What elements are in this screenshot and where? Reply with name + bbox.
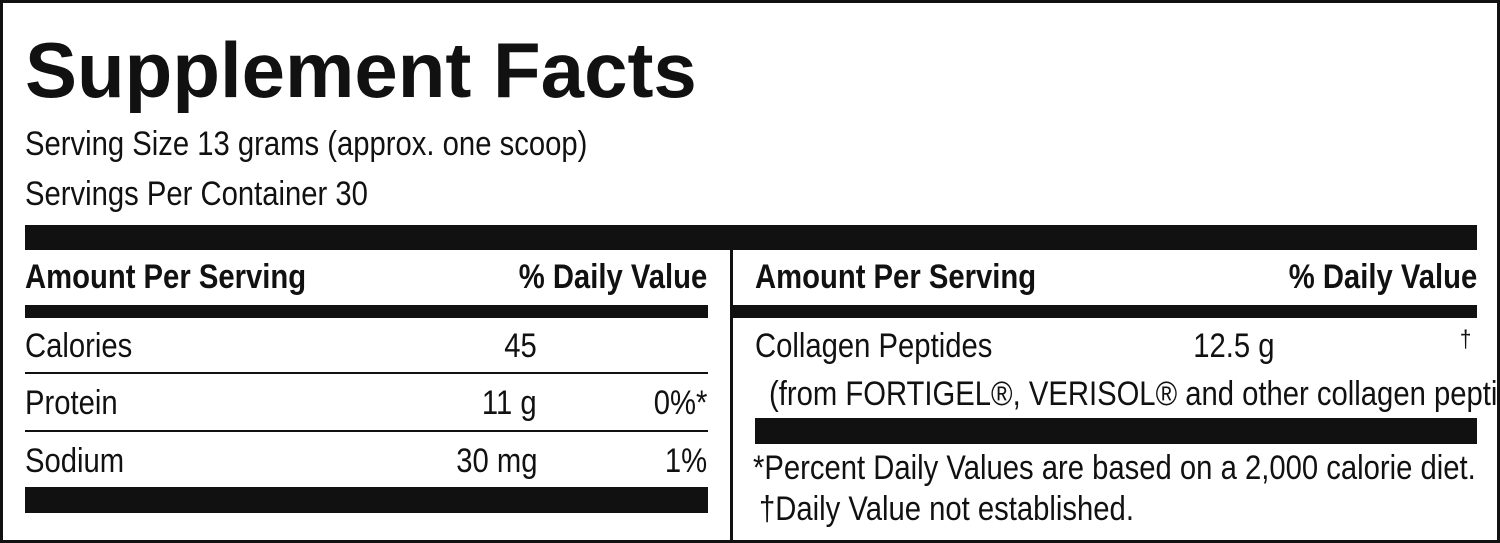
title: Supplement Facts: [25, 26, 697, 114]
nutrient-name: Calories: [25, 327, 133, 365]
serving-size: Serving Size 13 grams (approx. one scoop…: [25, 125, 588, 163]
row-rule: [25, 430, 708, 432]
daily-value: †: [1459, 326, 1471, 353]
nutrient-name: Sodium: [25, 442, 125, 480]
nutrient-amount: 30 mg: [455, 442, 537, 480]
footnote: *Percent Daily Values are based on a 2,0…: [753, 449, 1476, 487]
column-header: Amount Per Serving: [755, 258, 1037, 296]
nutrient-source: (from FORTIGEL®, VERISOL® and other coll…: [769, 375, 1500, 413]
thick-rule: [755, 418, 1477, 444]
nutrient-amount: 45: [504, 327, 537, 365]
footnote: †Daily Value not established.: [759, 490, 1134, 528]
thick-rule: [25, 487, 708, 513]
row-rule: [25, 372, 708, 374]
daily-value: 1%: [664, 442, 707, 480]
column-header: Amount Per Serving: [25, 258, 307, 296]
medium-rule: [733, 305, 1477, 318]
nutrient-name: Protein: [25, 384, 118, 422]
servings-per-container: Servings Per Container 30: [25, 175, 368, 213]
medium-rule: [25, 305, 708, 318]
nutrient-amount: 12.5 g: [1193, 327, 1275, 365]
nutrient-name: Collagen Peptides: [755, 327, 993, 365]
daily-value: 0%*: [653, 384, 707, 422]
column-divider: [730, 250, 733, 540]
column-header: % Daily Value: [1288, 258, 1477, 296]
column-header: % Daily Value: [518, 258, 707, 296]
nutrient-amount: 11 g: [482, 384, 537, 422]
thick-rule: [25, 225, 1477, 250]
